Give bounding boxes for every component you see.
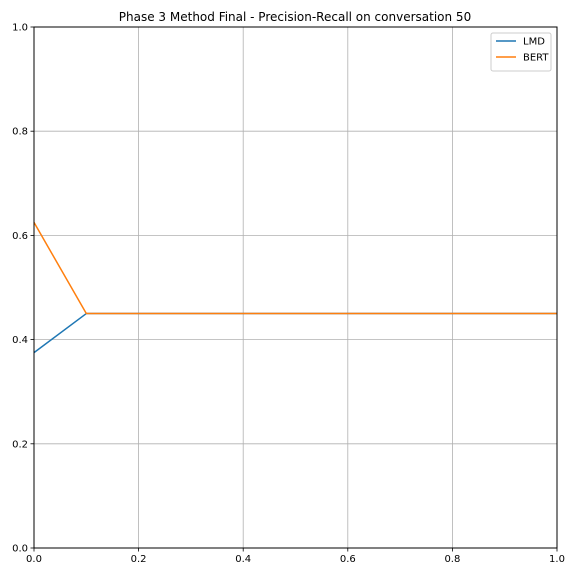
x-tick-label: 0.8 [444, 554, 460, 565]
legend: LMD BERT [490, 32, 552, 72]
y-tick-label: 0.0 [12, 544, 28, 555]
y-tick-label: 0.4 [12, 335, 28, 346]
axis-ticks: 0.0 0.2 0.4 0.6 0.8 1.0 0.0 0.2 0.4 0.6 0.8 1.0 [12, 23, 565, 566]
x-tick-label: 0.4 [235, 554, 251, 565]
y-tick-label: 0.2 [12, 439, 28, 450]
chart-title: Phase 3 Method Final - Precision-Recall … [119, 10, 471, 24]
legend-box [490, 32, 552, 72]
y-tick-label: 1.0 [12, 23, 28, 34]
legend-label: BERT [523, 53, 549, 64]
plot-frame [33, 26, 558, 549]
series-line-bert [33, 222, 557, 315]
y-tick-label: 0.6 [12, 231, 28, 242]
x-tick-label: 0.0 [26, 554, 42, 565]
series-lines [33, 222, 557, 354]
x-tick-label: 0.6 [340, 554, 356, 565]
y-tick-label: 0.8 [12, 127, 28, 138]
x-tick-label: 0.2 [131, 554, 147, 565]
legend-label: LMD [523, 37, 545, 48]
x-tick-label: 1.0 [549, 554, 565, 565]
